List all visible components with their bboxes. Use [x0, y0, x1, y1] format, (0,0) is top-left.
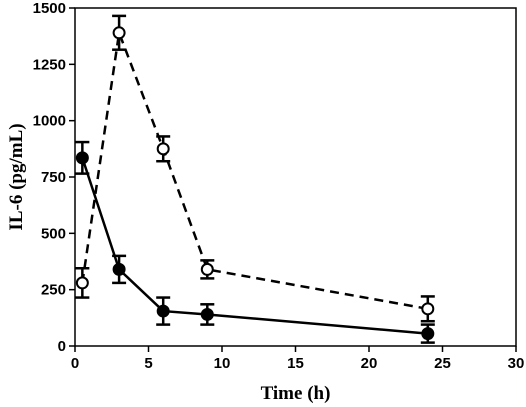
plot-frame [74, 7, 517, 347]
x-tick-label: 20 [361, 355, 378, 372]
series-layer [75, 14, 435, 344]
x-tick-label: 25 [434, 355, 451, 372]
series-2 [75, 14, 435, 323]
data-point [112, 262, 126, 276]
y-tick-label: 250 [41, 282, 66, 299]
data-point [156, 304, 170, 318]
data-point [421, 302, 435, 316]
y-tick-label: 1000 [33, 113, 66, 130]
y-axis-title: IL-6 (pg/mL) [6, 123, 27, 230]
series-line [81, 27, 429, 311]
series-line [81, 157, 428, 335]
x-tick-label: 5 [144, 355, 152, 372]
x-tick-label: 0 [71, 355, 79, 372]
y-tick-label: 1500 [33, 0, 66, 17]
data-point [75, 151, 89, 165]
x-tick-label: 30 [508, 355, 525, 372]
y-tick-label: 1250 [33, 56, 66, 73]
data-point [421, 327, 435, 341]
y-tick-label: 500 [41, 225, 66, 242]
x-tick-label: 10 [214, 355, 231, 372]
x-axis-title: Time (h) [261, 383, 331, 404]
series-1 [75, 140, 435, 344]
x-tick-label: 15 [287, 355, 304, 372]
x-axis: 0 5 10 15 20 25 30 [71, 346, 525, 372]
data-point [156, 142, 170, 156]
data-point [112, 26, 126, 40]
data-point [200, 262, 214, 276]
data-point [75, 276, 89, 290]
data-point [200, 307, 214, 321]
y-tick-label: 750 [41, 169, 66, 186]
y-axis: 0 250 500 750 1000 1250 1500 [33, 0, 75, 355]
y-tick-label: 0 [58, 338, 66, 355]
